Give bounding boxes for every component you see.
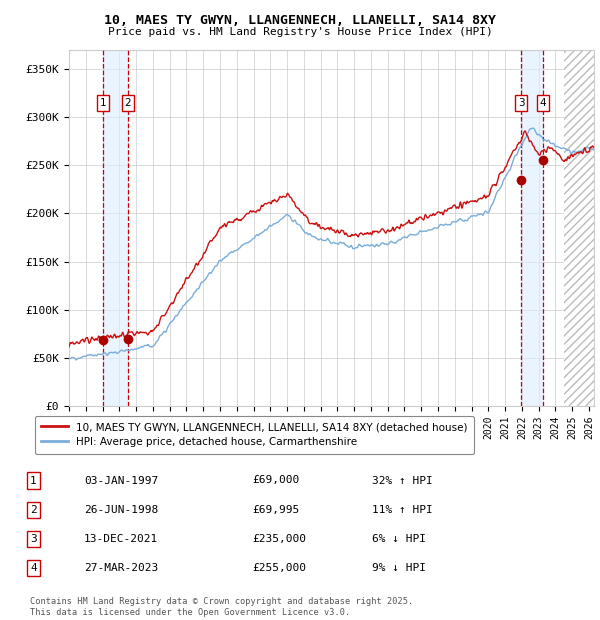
- Text: 3: 3: [30, 534, 37, 544]
- Bar: [564, 50, 594, 406]
- Text: 1: 1: [30, 476, 37, 485]
- Text: £69,000: £69,000: [252, 476, 299, 485]
- Text: 6% ↓ HPI: 6% ↓ HPI: [372, 534, 426, 544]
- Text: 11% ↑ HPI: 11% ↑ HPI: [372, 505, 433, 515]
- Text: 10, MAES TY GWYN, LLANGENNECH, LLANELLI, SA14 8XY: 10, MAES TY GWYN, LLANGENNECH, LLANELLI,…: [104, 14, 496, 27]
- Text: 32% ↑ HPI: 32% ↑ HPI: [372, 476, 433, 485]
- Text: 2: 2: [30, 505, 37, 515]
- Bar: [521, 50, 543, 406]
- Text: 4: 4: [539, 98, 546, 108]
- Legend: 10, MAES TY GWYN, LLANGENNECH, LLANELLI, SA14 8XY (detached house), HPI: Average: 10, MAES TY GWYN, LLANGENNECH, LLANELLI,…: [35, 415, 473, 454]
- Text: 2: 2: [124, 98, 131, 108]
- Text: 1: 1: [100, 98, 106, 108]
- Text: 4: 4: [30, 563, 37, 573]
- Text: £255,000: £255,000: [252, 563, 306, 573]
- Bar: [103, 50, 128, 406]
- Text: Price paid vs. HM Land Registry's House Price Index (HPI): Price paid vs. HM Land Registry's House …: [107, 27, 493, 37]
- Text: Contains HM Land Registry data © Crown copyright and database right 2025.
This d: Contains HM Land Registry data © Crown c…: [30, 598, 413, 617]
- Text: 3: 3: [518, 98, 524, 108]
- Text: 13-DEC-2021: 13-DEC-2021: [84, 534, 158, 544]
- Text: 03-JAN-1997: 03-JAN-1997: [84, 476, 158, 485]
- Text: 26-JUN-1998: 26-JUN-1998: [84, 505, 158, 515]
- Text: 9% ↓ HPI: 9% ↓ HPI: [372, 563, 426, 573]
- Text: 27-MAR-2023: 27-MAR-2023: [84, 563, 158, 573]
- Text: £69,995: £69,995: [252, 505, 299, 515]
- Text: £235,000: £235,000: [252, 534, 306, 544]
